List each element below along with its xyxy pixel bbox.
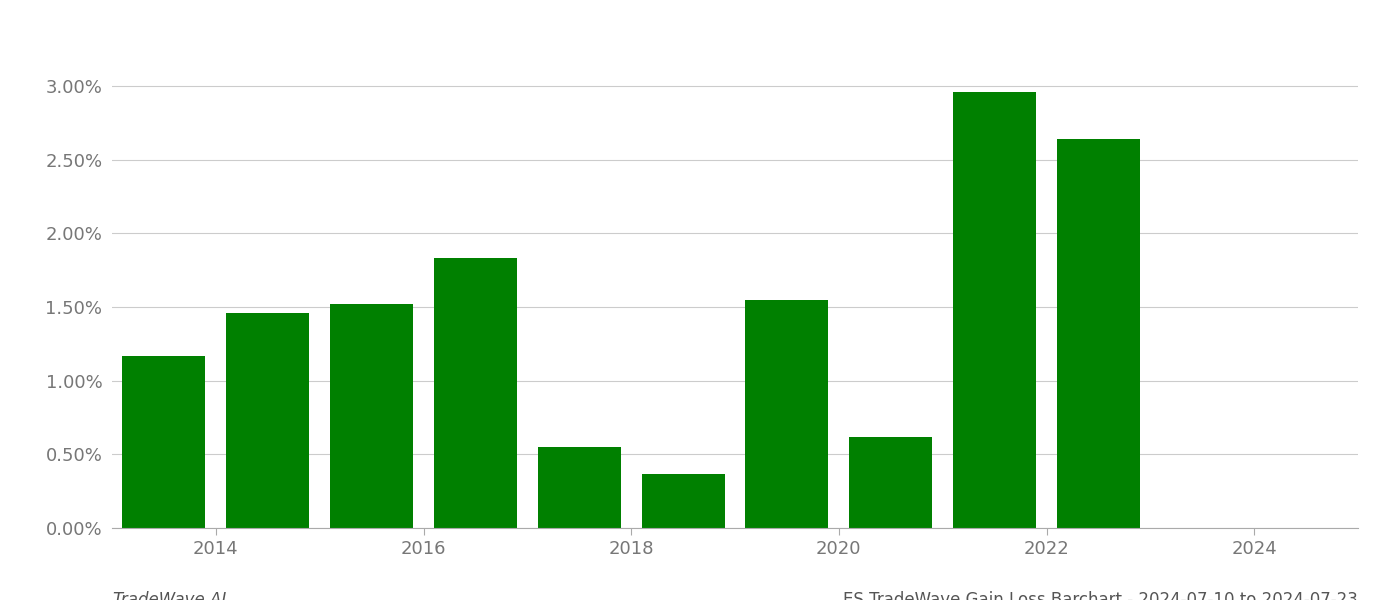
Bar — [122, 356, 206, 528]
Bar — [434, 259, 517, 528]
Bar — [330, 304, 413, 528]
Text: ES TradeWave Gain Loss Barchart - 2024-07-10 to 2024-07-23: ES TradeWave Gain Loss Barchart - 2024-0… — [843, 591, 1358, 600]
Bar — [953, 92, 1036, 528]
Bar — [745, 300, 829, 528]
Bar — [227, 313, 309, 528]
Bar — [850, 437, 932, 528]
Bar — [538, 447, 620, 528]
Bar — [1057, 139, 1140, 528]
Text: TradeWave.AI: TradeWave.AI — [112, 591, 227, 600]
Bar — [641, 473, 725, 528]
